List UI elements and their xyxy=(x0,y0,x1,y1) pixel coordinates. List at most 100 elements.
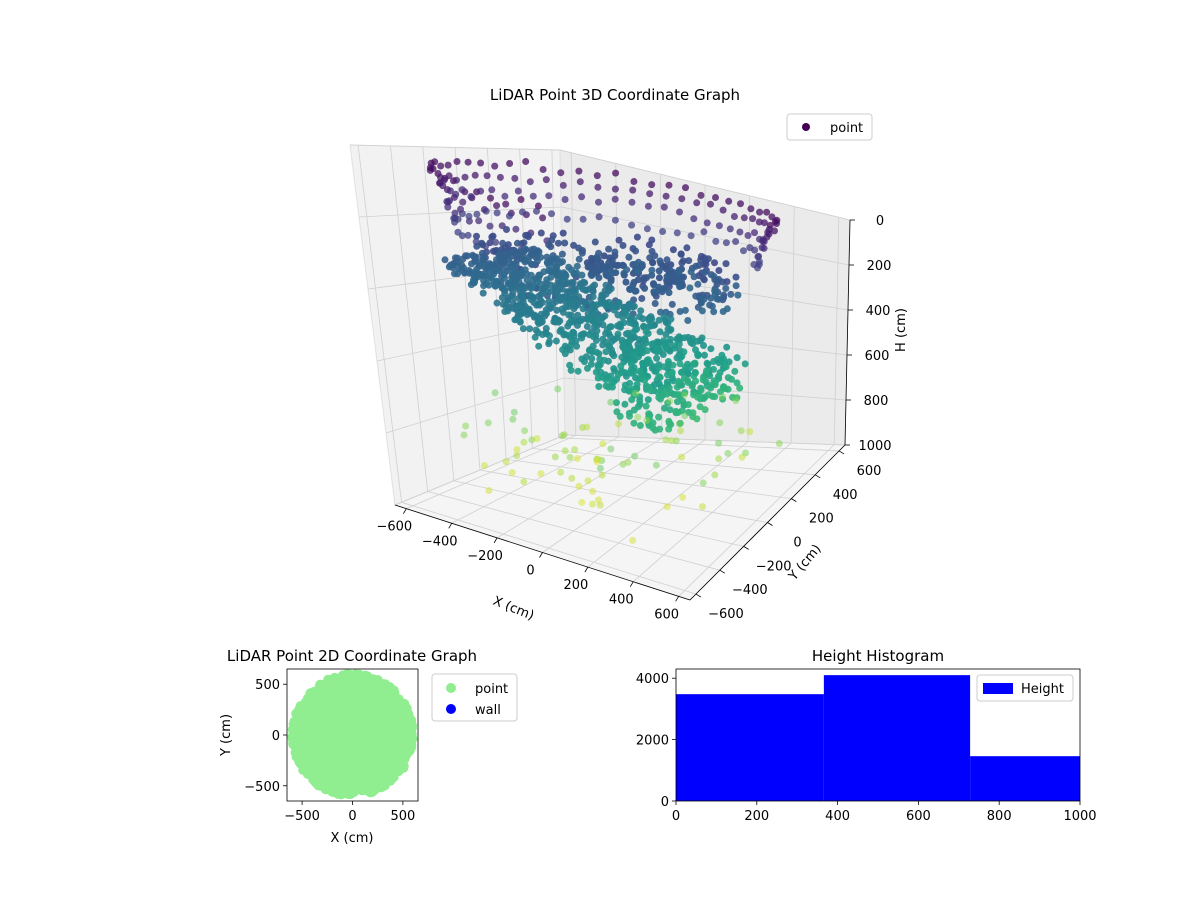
scatter-2d-point xyxy=(381,696,392,707)
scatter-3d-point xyxy=(575,167,583,175)
scatter-3d-point xyxy=(667,326,675,333)
scatter-3d-point xyxy=(578,498,586,506)
scatter-3d-point xyxy=(681,334,689,342)
scatter-3d-point xyxy=(584,364,591,372)
scatter-3d-point xyxy=(561,239,569,247)
scatter-3d-point xyxy=(583,323,591,330)
legend-histogram: Height xyxy=(976,674,1074,702)
x-histogram-tick-label: 600 xyxy=(906,809,931,824)
scatter-3d-point xyxy=(619,339,627,347)
scatter-3d-point xyxy=(680,391,688,399)
scatter-2d-point xyxy=(305,755,316,766)
scatter-3d-point xyxy=(531,333,539,341)
z-3d-tick-label: 1000 xyxy=(858,439,891,454)
scatter-3d-point xyxy=(711,379,719,387)
chart-3d-title: LiDAR Point 3D Coordinate Graph xyxy=(490,86,740,104)
scatter-3d-point xyxy=(462,422,470,430)
scatter-3d-point xyxy=(754,264,761,272)
scatter-3d-point xyxy=(589,293,597,301)
x-3d-tick-label: 400 xyxy=(609,593,634,608)
scatter-3d-point xyxy=(699,376,707,384)
scatter-3d-point xyxy=(610,306,618,314)
grid-left-line xyxy=(422,146,455,481)
scatter-3d-point xyxy=(676,208,683,216)
scatter-3d-point xyxy=(771,218,779,225)
x-3d-tick-mark xyxy=(629,581,634,587)
scatter-3d-point xyxy=(502,200,510,208)
scatter-3d-point xyxy=(568,474,576,482)
scatter-2d-point xyxy=(385,718,395,729)
scatter-3d-point xyxy=(611,216,619,224)
scatter-3d-point xyxy=(471,171,479,179)
scatter-3d-point xyxy=(643,383,650,391)
scatter-3d-point xyxy=(519,325,527,333)
scatter-3d-point xyxy=(713,295,721,303)
scatter-3d-point xyxy=(756,208,764,216)
scatter-3d-point xyxy=(517,272,525,280)
grid-floor-y-line xyxy=(506,458,792,500)
scatter-3d-point xyxy=(458,232,466,240)
scatter-3d-point xyxy=(615,236,623,244)
legend-2d-wall-marker xyxy=(446,704,456,714)
scatter-3d-point xyxy=(537,470,545,478)
scatter-3d-point xyxy=(700,228,708,236)
scatter-2d-point xyxy=(349,701,360,712)
x-histogram-tick-label: 200 xyxy=(744,809,769,824)
scatter-3d-point xyxy=(636,422,644,429)
legend-3d-frame xyxy=(786,113,873,141)
scatter-3d-point xyxy=(681,363,689,371)
grid-left-line xyxy=(357,145,402,503)
y-3d-tick-label: −400 xyxy=(732,583,768,598)
scatter-3d-point xyxy=(665,289,673,297)
scatter-2d-point xyxy=(304,714,315,725)
scatter-3d-point xyxy=(694,280,702,288)
scatter-3d-point xyxy=(668,300,676,308)
legend-histogram-label: Height xyxy=(1021,682,1064,697)
scatter-3d-point xyxy=(656,328,664,336)
scatter-3d-point xyxy=(582,286,590,294)
scatter-3d-point xyxy=(599,440,607,448)
scatter-3d-point xyxy=(453,176,460,184)
scatter-3d-point xyxy=(517,196,525,203)
scatter-3d-point xyxy=(633,233,641,241)
scatter-3d-point xyxy=(627,369,635,377)
scatter-3d-point xyxy=(648,236,656,244)
scatter-3d-point xyxy=(607,445,615,453)
scatter-3d-point xyxy=(573,455,581,462)
scatter-3d-point xyxy=(598,471,606,479)
scatter-3d-point xyxy=(663,256,671,264)
scatter-3d-point xyxy=(465,212,473,220)
scatter-3d-point xyxy=(573,262,581,270)
scatter-3d-point xyxy=(578,193,586,201)
scatter-3d-point xyxy=(444,198,452,206)
scatter-3d-point xyxy=(527,284,535,292)
scatter-3d-point xyxy=(755,258,763,266)
scatter-3d-point xyxy=(722,284,730,292)
grid-left-line xyxy=(389,145,429,492)
y-2d-tick-label: 500 xyxy=(255,678,280,693)
scatter-3d-point xyxy=(653,338,661,346)
scatter-3d-point xyxy=(575,482,583,490)
scatter-3d-point xyxy=(736,228,744,236)
scatter-3d-point xyxy=(722,239,730,247)
scatter-3d-point xyxy=(630,419,638,427)
scatter-3d-point xyxy=(738,453,746,461)
scatter-3d-point xyxy=(687,339,695,347)
scatter-3d-point xyxy=(554,316,562,324)
scatter-3d-point xyxy=(533,207,540,215)
scatter-2d-point xyxy=(362,706,373,717)
scatter-3d-point xyxy=(705,391,712,399)
scatter-3d-point xyxy=(721,385,729,393)
scatter-3d-point xyxy=(755,218,763,226)
scatter-3d-point xyxy=(701,351,708,359)
scatter-3d-point xyxy=(617,320,624,328)
scatter-3d-point xyxy=(444,161,452,169)
scatter-2d-point xyxy=(294,717,305,728)
scatter-3d-point xyxy=(607,277,615,285)
scatter-2d-point xyxy=(313,745,324,756)
scatter-3d-point xyxy=(600,356,608,364)
scatter-3d-point xyxy=(486,239,494,247)
scatter-3d-point xyxy=(660,313,668,321)
scatter-2d-point xyxy=(380,756,391,767)
scatter-3d-point xyxy=(570,305,578,313)
